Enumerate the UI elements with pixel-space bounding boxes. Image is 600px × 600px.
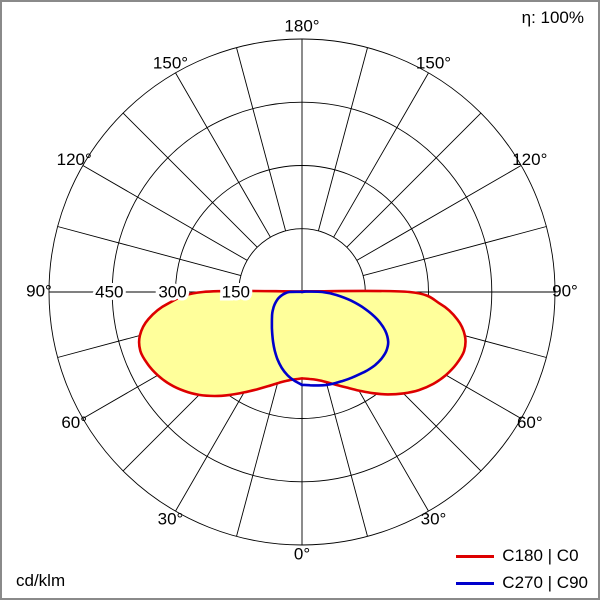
svg-text:150°: 150° bbox=[416, 54, 451, 73]
legend-swatch-c270-c90 bbox=[456, 581, 495, 585]
svg-text:0°: 0° bbox=[294, 544, 310, 563]
legend: C180 | C0 C270 | C90 bbox=[456, 546, 588, 593]
svg-text:60°: 60° bbox=[517, 413, 543, 432]
svg-text:150°: 150° bbox=[153, 54, 188, 73]
series-curve-c270-c90 bbox=[270, 290, 390, 387]
series-curve-c180-c0 bbox=[137, 289, 467, 398]
svg-text:120°: 120° bbox=[57, 150, 92, 169]
chart-labels: 150 300 450 0° 30° 30° 60° 60° 90° 90° 120° 120° 150… bbox=[26, 16, 578, 563]
svg-text:120°: 120° bbox=[512, 150, 547, 169]
legend-label-c180-c0: C180 | C0 bbox=[502, 546, 579, 565]
efficiency-label: η: 100% bbox=[521, 8, 584, 27]
svg-text:300: 300 bbox=[158, 282, 186, 301]
svg-text:30°: 30° bbox=[158, 509, 184, 528]
svg-text:60°: 60° bbox=[61, 413, 87, 432]
svg-text:30°: 30° bbox=[421, 509, 447, 528]
svg-text:90°: 90° bbox=[552, 281, 578, 300]
legend-label-c270-c90: C270 | C90 bbox=[502, 573, 588, 592]
legend-swatch-c180-c0 bbox=[456, 554, 495, 558]
svg-text:450: 450 bbox=[95, 282, 123, 301]
svg-text:180°: 180° bbox=[284, 16, 319, 35]
svg-text:150: 150 bbox=[222, 282, 250, 301]
unit-label: cd/klm bbox=[16, 571, 66, 590]
svg-text:90°: 90° bbox=[26, 281, 52, 300]
